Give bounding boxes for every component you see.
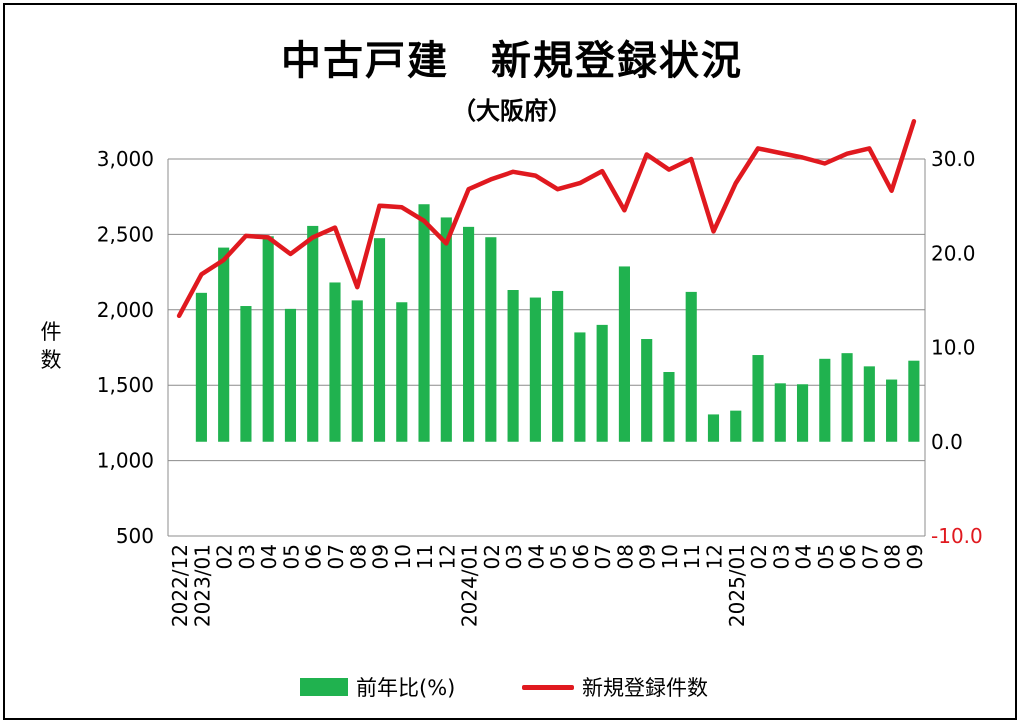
bar <box>552 290 564 442</box>
bar <box>262 236 274 442</box>
line-series-new-listings <box>176 119 917 319</box>
bar <box>774 383 786 442</box>
y-tick-right-label: -10.0 <box>931 524 983 548</box>
bar <box>218 247 230 442</box>
x-tick-label: 04 <box>792 544 816 569</box>
bar <box>730 410 742 442</box>
bar <box>685 291 697 442</box>
bar <box>618 266 630 442</box>
bar <box>373 238 386 442</box>
bar <box>418 204 430 442</box>
bar <box>886 379 898 442</box>
bar <box>396 302 408 442</box>
y-tick-left-label: 2,500 <box>97 222 154 246</box>
y-tick-left-label: 3,000 <box>97 147 154 171</box>
bar <box>796 384 809 442</box>
x-tick-label: 06 <box>836 544 860 569</box>
bar <box>195 292 207 442</box>
y-tick-left-label: 500 <box>116 524 154 548</box>
x-tick-label: 06 <box>302 544 326 569</box>
y-tick-left-label: 1,500 <box>97 373 154 397</box>
bar <box>240 306 252 442</box>
x-tick-label: 05 <box>547 544 571 569</box>
chart-subtitle: （大阪府） <box>452 97 572 125</box>
x-tick-label: 10 <box>658 544 682 569</box>
legend-label-line: 新規登録件数 <box>582 676 708 700</box>
bar <box>574 332 586 442</box>
y-axis-left-label: 件数 <box>36 318 66 374</box>
x-tick-label: 04 <box>257 544 281 569</box>
bar <box>507 290 519 442</box>
bar <box>819 358 831 442</box>
bar <box>307 225 319 442</box>
bar <box>663 372 675 442</box>
x-tick-label: 08 <box>346 544 370 569</box>
legend-label-bar: 前年比(%) <box>356 676 456 700</box>
x-tick-label: 2024/01 <box>458 544 482 627</box>
y-tick-right-label: 30.0 <box>931 147 976 171</box>
x-tick-label: 06 <box>569 544 593 569</box>
bar <box>440 217 452 442</box>
y-tick-left-label: 2,000 <box>97 298 154 322</box>
x-tick-label: 03 <box>235 544 259 569</box>
chart-title: 中古戸建 新規登録状況 <box>281 38 743 84</box>
bar <box>752 355 764 442</box>
bar <box>908 360 920 442</box>
x-tick-label: 12 <box>702 544 726 569</box>
bar <box>485 237 497 442</box>
bar <box>596 324 608 442</box>
bar <box>463 226 475 442</box>
bar <box>641 339 653 442</box>
x-tick-label: 02 <box>480 544 504 569</box>
y-tick-right-label: 10.0 <box>931 336 976 360</box>
bar <box>707 414 720 442</box>
bar <box>529 297 541 442</box>
x-tick-label: 07 <box>858 544 882 569</box>
x-tick-label: 10 <box>391 544 415 569</box>
x-tick-label: 03 <box>502 544 526 569</box>
x-tick-label: 09 <box>903 544 927 569</box>
bar <box>863 366 875 442</box>
bar <box>841 353 853 442</box>
bar <box>284 308 297 442</box>
x-tick-label: 08 <box>881 544 905 569</box>
x-tick-label: 04 <box>524 544 548 569</box>
legend-swatch-line <box>522 684 574 690</box>
x-tick-label: 12 <box>435 544 459 569</box>
x-tick-label: 11 <box>413 544 437 569</box>
x-tick-label: 05 <box>279 544 303 569</box>
bar <box>329 282 341 442</box>
x-tick-label: 03 <box>769 544 793 569</box>
bar <box>351 300 363 442</box>
x-tick-label: 09 <box>369 544 393 569</box>
y-tick-left-label: 1,000 <box>97 449 154 473</box>
y-tick-right-label: 20.0 <box>931 241 976 265</box>
y-tick-right-label: 0.0 <box>931 430 963 454</box>
x-tick-label: 05 <box>814 544 838 569</box>
x-tick-label: 02 <box>213 544 237 569</box>
legend-item-bar: 前年比(%) <box>300 672 455 702</box>
y-axis-left-label-char: 数 <box>40 348 62 372</box>
legend-swatch-bar <box>300 678 348 696</box>
x-tick-label: 07 <box>591 544 615 569</box>
x-tick-label: 09 <box>636 544 660 569</box>
x-tick-label: 2022/12 <box>168 544 192 627</box>
x-tick-label: 07 <box>324 544 348 569</box>
x-tick-label: 08 <box>613 544 637 569</box>
x-tick-label: 11 <box>680 544 704 569</box>
y-axis-left-label-char: 件 <box>40 320 62 344</box>
x-tick-label: 02 <box>747 544 771 569</box>
x-tick-label: 2025/01 <box>725 544 749 627</box>
legend-item-line: 新規登録件数 <box>522 672 708 702</box>
x-tick-label: 2023/01 <box>190 544 214 627</box>
